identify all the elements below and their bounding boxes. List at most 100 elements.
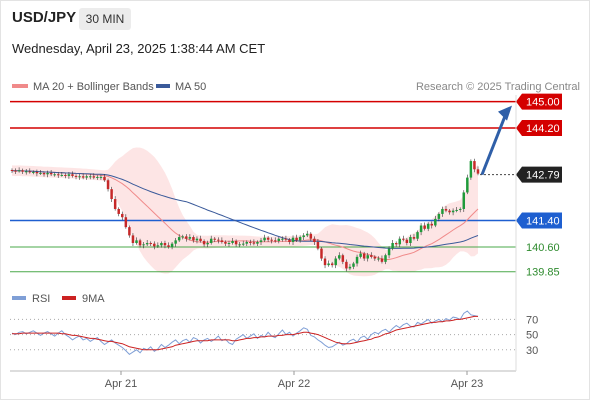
candle-body xyxy=(252,242,256,244)
candle-body xyxy=(362,253,366,259)
candle xyxy=(185,234,188,242)
candle-body xyxy=(135,240,138,243)
candle-body xyxy=(273,240,277,242)
candle-body xyxy=(206,243,209,245)
candle-body xyxy=(209,238,213,243)
candle xyxy=(149,241,152,246)
candle-body xyxy=(451,210,455,213)
candle xyxy=(99,174,103,180)
candle-body xyxy=(170,243,174,247)
ma50-swatch xyxy=(156,84,170,88)
price-legend: MA 20 + Bollinger Bands MA 50 Research ©… xyxy=(12,81,580,93)
candle xyxy=(270,237,273,244)
candle xyxy=(263,234,266,243)
candle-body xyxy=(85,176,88,178)
candle-body xyxy=(67,174,71,176)
candle xyxy=(160,241,163,248)
candle xyxy=(124,214,128,229)
candle xyxy=(451,208,455,216)
candle-body xyxy=(348,266,352,269)
candle-body xyxy=(398,238,401,245)
candle-body xyxy=(338,255,341,259)
resistance-level-tag xyxy=(516,120,562,137)
candle-body xyxy=(89,176,92,178)
candle xyxy=(448,208,451,215)
candle-body xyxy=(419,225,423,233)
candle xyxy=(60,171,64,177)
candle-body xyxy=(430,223,434,226)
candle-body xyxy=(202,241,206,245)
candle-body xyxy=(277,238,281,242)
candle xyxy=(352,261,355,270)
candle-body xyxy=(288,239,291,243)
candle-body xyxy=(49,172,53,175)
candle-body xyxy=(434,218,437,226)
candle xyxy=(227,240,231,247)
candle-body xyxy=(302,235,305,238)
ma20-swatch xyxy=(12,84,28,88)
x-axis: Apr 21 Apr 22 Apr 23 xyxy=(105,371,483,390)
ma20-legend-label: MA 20 + Bollinger Bands xyxy=(33,81,154,93)
candle xyxy=(298,235,302,243)
candle-body xyxy=(71,174,74,176)
candle-body xyxy=(387,248,391,256)
rsi-legend-label: RSI xyxy=(32,293,50,305)
rsi-ma-swatch xyxy=(62,296,76,300)
candle xyxy=(316,239,320,251)
candle-body xyxy=(99,176,103,178)
candle-body xyxy=(138,240,142,246)
candle-body xyxy=(238,244,241,246)
candle-body xyxy=(74,175,78,177)
candle xyxy=(14,168,17,174)
candle-body xyxy=(352,263,355,267)
candle-body xyxy=(298,237,302,241)
candle xyxy=(295,234,298,243)
candle xyxy=(355,254,359,267)
candle-body xyxy=(96,176,99,178)
candle-body xyxy=(320,248,323,259)
candle-body xyxy=(437,213,441,219)
candle-body xyxy=(313,238,316,243)
timeframe-badge[interactable]: 30 MIN xyxy=(79,8,131,30)
candle xyxy=(323,256,327,269)
candle xyxy=(330,261,334,268)
candle xyxy=(458,207,462,213)
candle xyxy=(106,178,110,192)
candle-body xyxy=(416,232,419,239)
candle xyxy=(213,237,217,243)
candle-body xyxy=(245,242,249,244)
candle-body xyxy=(188,237,192,239)
candle xyxy=(341,253,345,265)
candle xyxy=(28,168,32,174)
candle-body xyxy=(160,243,163,246)
candle-body xyxy=(32,171,35,173)
candle-body xyxy=(46,172,49,175)
candle xyxy=(74,174,78,180)
candle xyxy=(181,234,184,240)
candle-body xyxy=(384,255,387,262)
candle-body xyxy=(426,223,430,229)
candle xyxy=(380,255,384,264)
candle xyxy=(334,256,337,269)
resistance-level-tag xyxy=(516,93,562,110)
candle xyxy=(306,230,309,238)
candle xyxy=(156,242,160,248)
candle-body xyxy=(21,170,24,172)
candle-body xyxy=(81,176,85,178)
candle-body xyxy=(113,199,117,209)
candle-body xyxy=(53,174,56,176)
candle xyxy=(416,230,419,242)
candle xyxy=(209,235,213,245)
pivot-level-label: 141.40 xyxy=(526,216,560,228)
x-tick-label: Apr 22 xyxy=(278,378,310,390)
candle-body xyxy=(359,253,362,257)
candle xyxy=(121,211,124,221)
candle xyxy=(466,174,469,195)
candle-body xyxy=(14,170,17,172)
candle-body xyxy=(409,237,412,243)
candle xyxy=(473,158,476,173)
candle xyxy=(199,235,202,243)
candle xyxy=(177,234,181,243)
resistance-level-label: 145.00 xyxy=(526,97,560,109)
candle-body xyxy=(217,239,220,241)
